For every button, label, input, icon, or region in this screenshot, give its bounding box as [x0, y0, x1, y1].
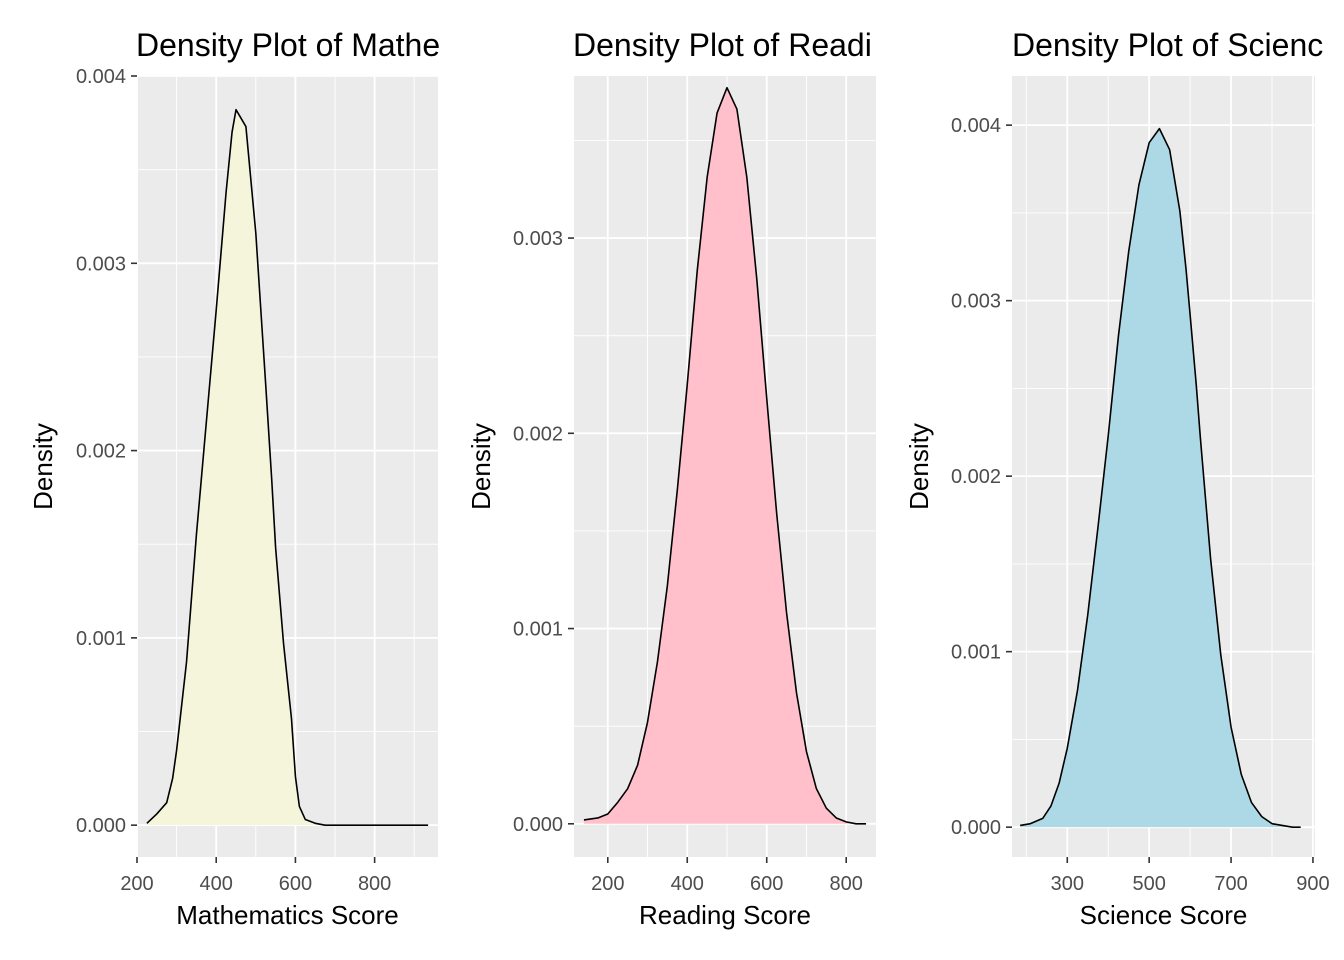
- y-tick-label: 0.002: [76, 441, 126, 463]
- density-area: [1020, 128, 1301, 828]
- x-tick-label: 300: [1051, 873, 1084, 895]
- y-axis-title: Density: [28, 423, 58, 510]
- y-tick-label: 0.002: [951, 466, 1001, 488]
- panel-3: 300 500 700 900 0.000 0.001 0.002 0.003 0.004 Sci…: [904, 27, 1330, 930]
- y-tick-label: 0.003: [951, 291, 1001, 313]
- plot-title: Density Plot of Scienc: [1012, 27, 1323, 63]
- y-tick-label: 0.000: [951, 817, 1001, 839]
- panel-1: 200 400 600 800 0.000 0.001 0.002 0.003 0.004 Mat…: [28, 27, 440, 930]
- x-axis-title: Science Score: [1080, 900, 1248, 930]
- density-area: [583, 87, 867, 824]
- y-tick-label: 0.000: [513, 814, 563, 836]
- x-axis-title: Mathematics Score: [176, 900, 399, 930]
- y-tick-label: 0.004: [76, 66, 126, 88]
- panel-2: 200 400 600 800 0.000 0.001 0.002 0.003 Reading …: [466, 27, 876, 930]
- x-tick-label: 900: [1296, 873, 1329, 895]
- x-tick-label: 700: [1214, 873, 1247, 895]
- x-tick-label: 800: [358, 873, 391, 895]
- plot-title: Density Plot of Readi: [573, 27, 872, 63]
- y-tick-label: 0.001: [76, 628, 126, 650]
- x-tick-label: 400: [671, 873, 704, 895]
- density-line: [1020, 127, 1301, 828]
- density-line: [583, 86, 867, 825]
- y-tick-label: 0.003: [513, 228, 563, 250]
- x-tick-label: 600: [279, 873, 312, 895]
- density-line: [146, 108, 429, 826]
- y-axis-title: Density: [466, 423, 496, 510]
- x-tick-label: 200: [591, 873, 624, 895]
- y-tick-label: 0.000: [76, 815, 126, 837]
- y-tick-label: 0.003: [76, 253, 126, 275]
- x-tick-label: 500: [1132, 873, 1165, 895]
- y-tick-label: 0.002: [513, 423, 563, 445]
- x-tick-label: 800: [830, 873, 863, 895]
- panels: 200 400 600 800 0.000 0.001 0.002 0.003 0.004 Mat…: [28, 27, 1330, 930]
- density-area: [146, 109, 429, 826]
- x-axis-title: Reading Score: [639, 900, 811, 930]
- x-tick-label: 600: [750, 873, 783, 895]
- x-tick-label: 400: [200, 873, 233, 895]
- y-tick-label: 0.001: [513, 619, 563, 641]
- y-tick-label: 0.004: [951, 115, 1001, 137]
- x-tick-label: 200: [120, 873, 153, 895]
- y-tick-label: 0.001: [951, 642, 1001, 664]
- y-axis-title: Density: [904, 423, 934, 510]
- plot-title: Density Plot of Mathe: [136, 27, 440, 63]
